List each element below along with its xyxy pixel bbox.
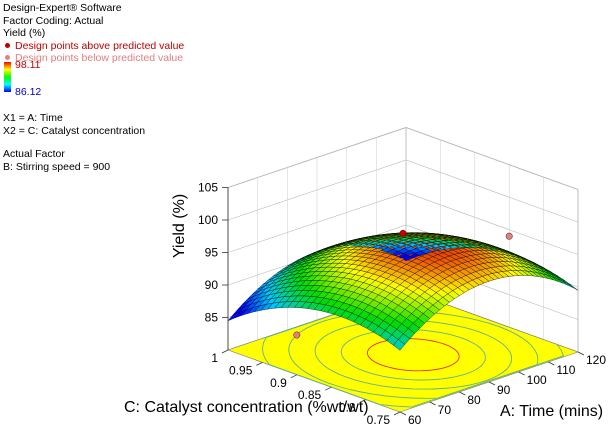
design-point-above [399, 229, 407, 237]
actual-factor-title: Actual Factor [3, 148, 65, 160]
actual-factor-value: B: Stirring speed = 900 [3, 160, 111, 173]
x-tick [459, 391, 466, 396]
factor-mapping: X1 = A: Time X2 = C: Catalyst concentrat… [3, 112, 145, 137]
y-tick [256, 362, 263, 366]
actual-factor-block: Actual Factor B: Stirring speed = 900 [3, 148, 110, 173]
x-tick-label: 90 [497, 383, 511, 397]
factor-coding: Factor Coding: Actual [3, 14, 104, 27]
y-tick [393, 411, 401, 416]
x-tick-label: 120 [586, 353, 606, 367]
color-scale-bar [4, 62, 11, 92]
y-tick-label: 0.75 [367, 413, 391, 427]
design-point-below [505, 232, 513, 240]
x-tick [577, 351, 585, 356]
z-tick-label: 85 [205, 311, 219, 325]
y-tick-label: 0.9 [270, 376, 287, 390]
z-tick-label: 100 [198, 213, 218, 227]
x1-mapping: X1 = A: Time [3, 112, 63, 124]
x-tick [399, 411, 407, 416]
x-axis-title: A: Time (mins) [500, 403, 603, 420]
z-tick-label: 95 [205, 246, 219, 260]
surface-facet [561, 280, 574, 288]
z-gridline [227, 127, 579, 190]
x2-mapping: X2 = C: Catalyst concentration [3, 124, 146, 137]
y-tick-label: 0.8 [339, 401, 356, 415]
software-title: Design-Expert® Software [3, 2, 122, 14]
y-axis-title: C: Catalyst concentration (%wt/wt) [124, 399, 369, 416]
y-tick [221, 349, 229, 354]
legend-below: Design points below predicted value [3, 52, 184, 65]
response-name: Yield (%) [3, 27, 46, 39]
y-tick-label: 1 [211, 351, 218, 365]
y-tick-label: 0.85 [298, 388, 322, 402]
z-gridline [227, 159, 579, 223]
x-tick [548, 361, 555, 366]
x-tick [518, 371, 525, 376]
z-tick-label: 105 [198, 181, 218, 195]
y-tick [359, 399, 366, 403]
surface-facet [227, 312, 240, 321]
x-tick-label: 100 [527, 373, 547, 387]
y-tick [325, 386, 332, 391]
legend: Design-Expert® Software Factor Coding: A… [3, 2, 184, 65]
legend-above-label: Design points above predicted value [15, 39, 185, 52]
legend-below-label: Design points below predicted value [15, 52, 184, 64]
y-tick [290, 374, 297, 379]
z-axis-title: Yield (%) [171, 194, 188, 258]
color-scale-max: 98.11 [15, 59, 41, 71]
design-point-below [293, 331, 301, 339]
x-tick-label: 70 [438, 403, 452, 417]
dot-above-icon [5, 42, 10, 48]
x-tick-label: 110 [556, 363, 575, 377]
x-tick-label: 60 [408, 413, 422, 427]
z-tick-label: 90 [205, 278, 219, 292]
legend-above: Design points above predicted value [3, 40, 184, 53]
y-tick-label: 0.95 [229, 363, 253, 377]
x-tick [488, 381, 496, 386]
x-tick-label: 80 [467, 393, 481, 407]
color-scale-min: 86.12 [15, 86, 42, 98]
x-tick [429, 401, 436, 406]
dot-below-icon [5, 55, 10, 61]
